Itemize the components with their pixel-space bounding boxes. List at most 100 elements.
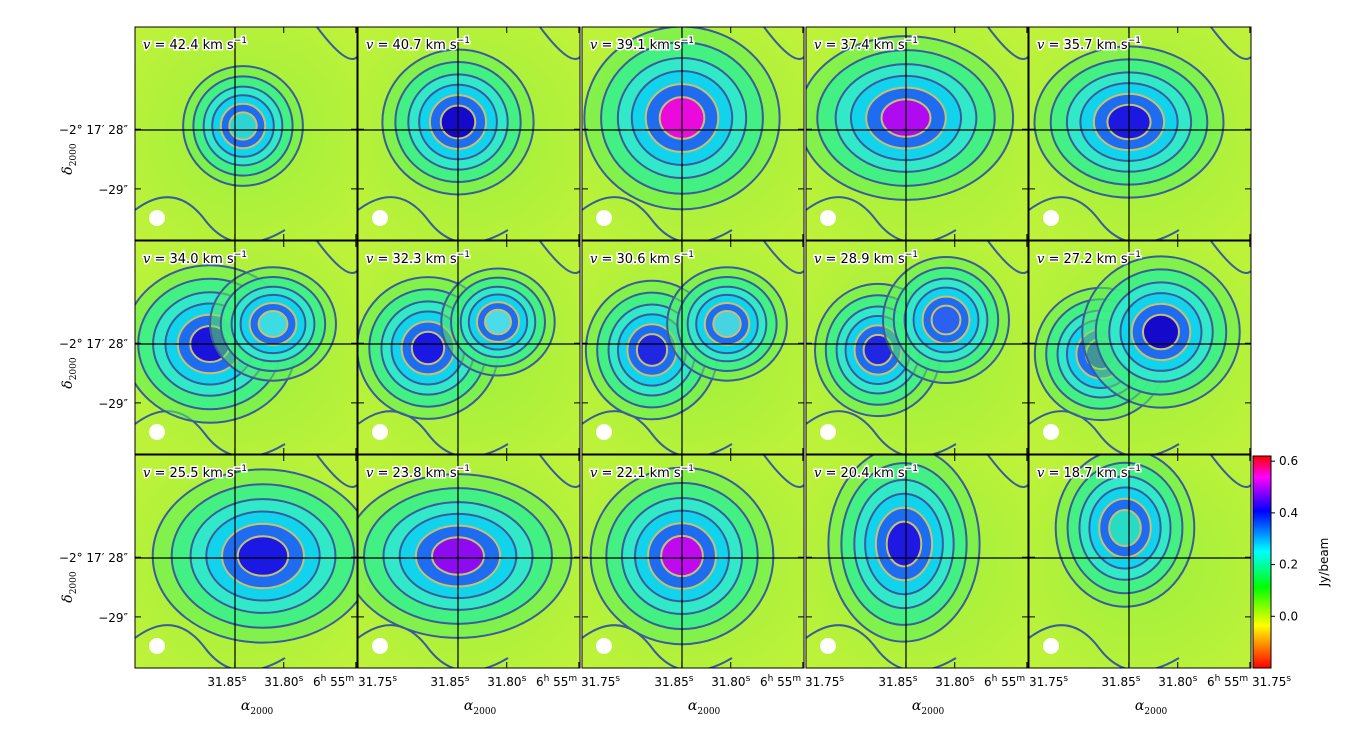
channel-panel: v = 42.4 km s−1: [134, 26, 358, 241]
channel-panel: v = 27.2 km s−1: [1028, 240, 1252, 455]
emission-peak: [1142, 313, 1180, 351]
velocity-label: v = 42.4 km s−1: [143, 36, 247, 53]
velocity-label: v = 28.9 km s−1: [814, 250, 918, 267]
y-axis-label: δ2000: [60, 571, 79, 603]
colorbar-tick-label: 0.0: [1279, 609, 1298, 623]
emission-peak: [228, 111, 258, 141]
y-axis-label: δ2000: [60, 143, 79, 175]
background-contour: [582, 241, 804, 454]
background-contour: [1029, 241, 1251, 454]
colorbar-scale: [1252, 455, 1272, 669]
channel-panel: v = 20.4 km s−1: [805, 454, 1029, 669]
emission-peak: [257, 310, 289, 338]
x-axis-label: α2000: [912, 698, 945, 717]
background-contour: [358, 27, 580, 240]
panel-frame: [805, 454, 1029, 669]
panel-frame: [357, 240, 581, 455]
velocity-label: v = 27.2 km s−1: [1037, 250, 1141, 267]
x-tick-label: 31.80s: [1158, 674, 1197, 689]
velocity-label: v = 39.1 km s−1: [590, 36, 694, 53]
emission-peak: [930, 304, 962, 336]
velocity-label: v = 40.7 km s−1: [366, 36, 470, 53]
x-tick-label: 31.85s: [430, 674, 469, 689]
colorbar: 0.6 0.4 0.2 0.0 Jy/beam: [1252, 454, 1331, 669]
y-tick-label: −29″: [98, 611, 128, 625]
x-axis-label: α2000: [241, 698, 274, 717]
emission-peak: [484, 308, 512, 336]
x-axis-label: α2000: [688, 698, 721, 717]
beam-marker: [372, 210, 388, 226]
x-axis-label: α2000: [464, 698, 497, 717]
x-tick-label: 6h 55m 31.75s: [313, 674, 397, 689]
background-contour: [806, 455, 1028, 668]
background-contour: [1029, 455, 1251, 668]
emission-peak: [712, 310, 742, 338]
channel-panel: v = 37.4 km s−1: [805, 26, 1029, 241]
beam-marker: [596, 424, 612, 440]
channel-panel: v = 40.7 km s−1: [357, 26, 581, 241]
background-contour: [582, 455, 804, 668]
y-tick-label: −29″: [98, 397, 128, 411]
beam-marker: [1043, 424, 1059, 440]
y-tick-label: −2° 17′ 28″: [59, 551, 129, 565]
beam-marker: [1043, 638, 1059, 654]
velocity-label: v = 20.4 km s−1: [814, 464, 918, 481]
velocity-label: v = 32.3 km s−1: [366, 250, 470, 267]
axes-labels: −2° 17′ 28″ −29″ δ2000 −2° 17′ 28″ −29″ δ2000…: [59, 123, 1291, 717]
beam-marker: [820, 638, 836, 654]
background-contour: [358, 455, 580, 668]
colorbar-tick-label: 0.6: [1279, 454, 1298, 468]
panel-frame: [581, 454, 805, 669]
beam-marker: [820, 210, 836, 226]
panel-frame: [581, 26, 805, 241]
channel-panel: v = 25.5 km s−1: [134, 454, 358, 669]
panel-frame: [805, 26, 1029, 241]
x-tick-label: 31.80s: [264, 674, 303, 689]
x-tick-label: 31.85s: [878, 674, 917, 689]
channel-panel: v = 34.0 km s−1: [134, 240, 358, 455]
channel-panel: v = 39.1 km s−1: [581, 26, 805, 241]
panel-frame: [357, 26, 581, 241]
colorbar-tick-label: 0.2: [1279, 558, 1298, 572]
velocity-label: v = 23.8 km s−1: [366, 464, 470, 481]
background-contour: [135, 27, 357, 240]
velocity-label: v = 18.7 km s−1: [1037, 464, 1141, 481]
beam-marker: [372, 424, 388, 440]
beam-marker: [1043, 210, 1059, 226]
panel-frame: [134, 240, 358, 455]
velocity-label: v = 35.7 km s−1: [1037, 36, 1141, 53]
y-tick-label: −2° 17′ 28″: [59, 337, 129, 351]
background-contour: [135, 241, 357, 454]
beam-marker: [149, 210, 165, 226]
y-tick-label: −29″: [98, 183, 128, 197]
background-contour: [1029, 27, 1251, 240]
x-tick-label: 6h 55m 31.75s: [760, 674, 844, 689]
beam-marker: [596, 210, 612, 226]
background-contour: [582, 27, 804, 240]
x-tick-label: 31.85s: [207, 674, 246, 689]
channel-panel: v = 22.1 km s−1: [581, 454, 805, 669]
panel-frame: [1028, 454, 1252, 669]
panel-frame: [357, 454, 581, 669]
x-tick-label: 31.80s: [711, 674, 750, 689]
emission-peak: [1108, 509, 1142, 547]
panel-frame: [805, 240, 1029, 455]
beam-marker: [596, 638, 612, 654]
beam-marker: [149, 638, 165, 654]
x-tick-label: 31.80s: [487, 674, 526, 689]
velocity-label: v = 30.6 km s−1: [590, 250, 694, 267]
panel-frame: [581, 240, 805, 455]
colorbar-tick-label: 0.4: [1279, 506, 1298, 520]
velocity-label: v = 22.1 km s−1: [590, 464, 694, 481]
panel-frame: [134, 454, 358, 669]
x-tick-label: 31.85s: [1101, 674, 1140, 689]
colorbar-label: Jy/beam: [1317, 538, 1331, 588]
background-contour: [135, 455, 357, 668]
x-axis-label: α2000: [1135, 698, 1168, 717]
x-tick-label: 6h 55m 31.75s: [536, 674, 620, 689]
beam-marker: [372, 638, 388, 654]
background-contour: [358, 241, 580, 454]
emission-peak: [635, 333, 669, 367]
x-tick-label: 6h 55m 31.75s: [1207, 674, 1291, 689]
